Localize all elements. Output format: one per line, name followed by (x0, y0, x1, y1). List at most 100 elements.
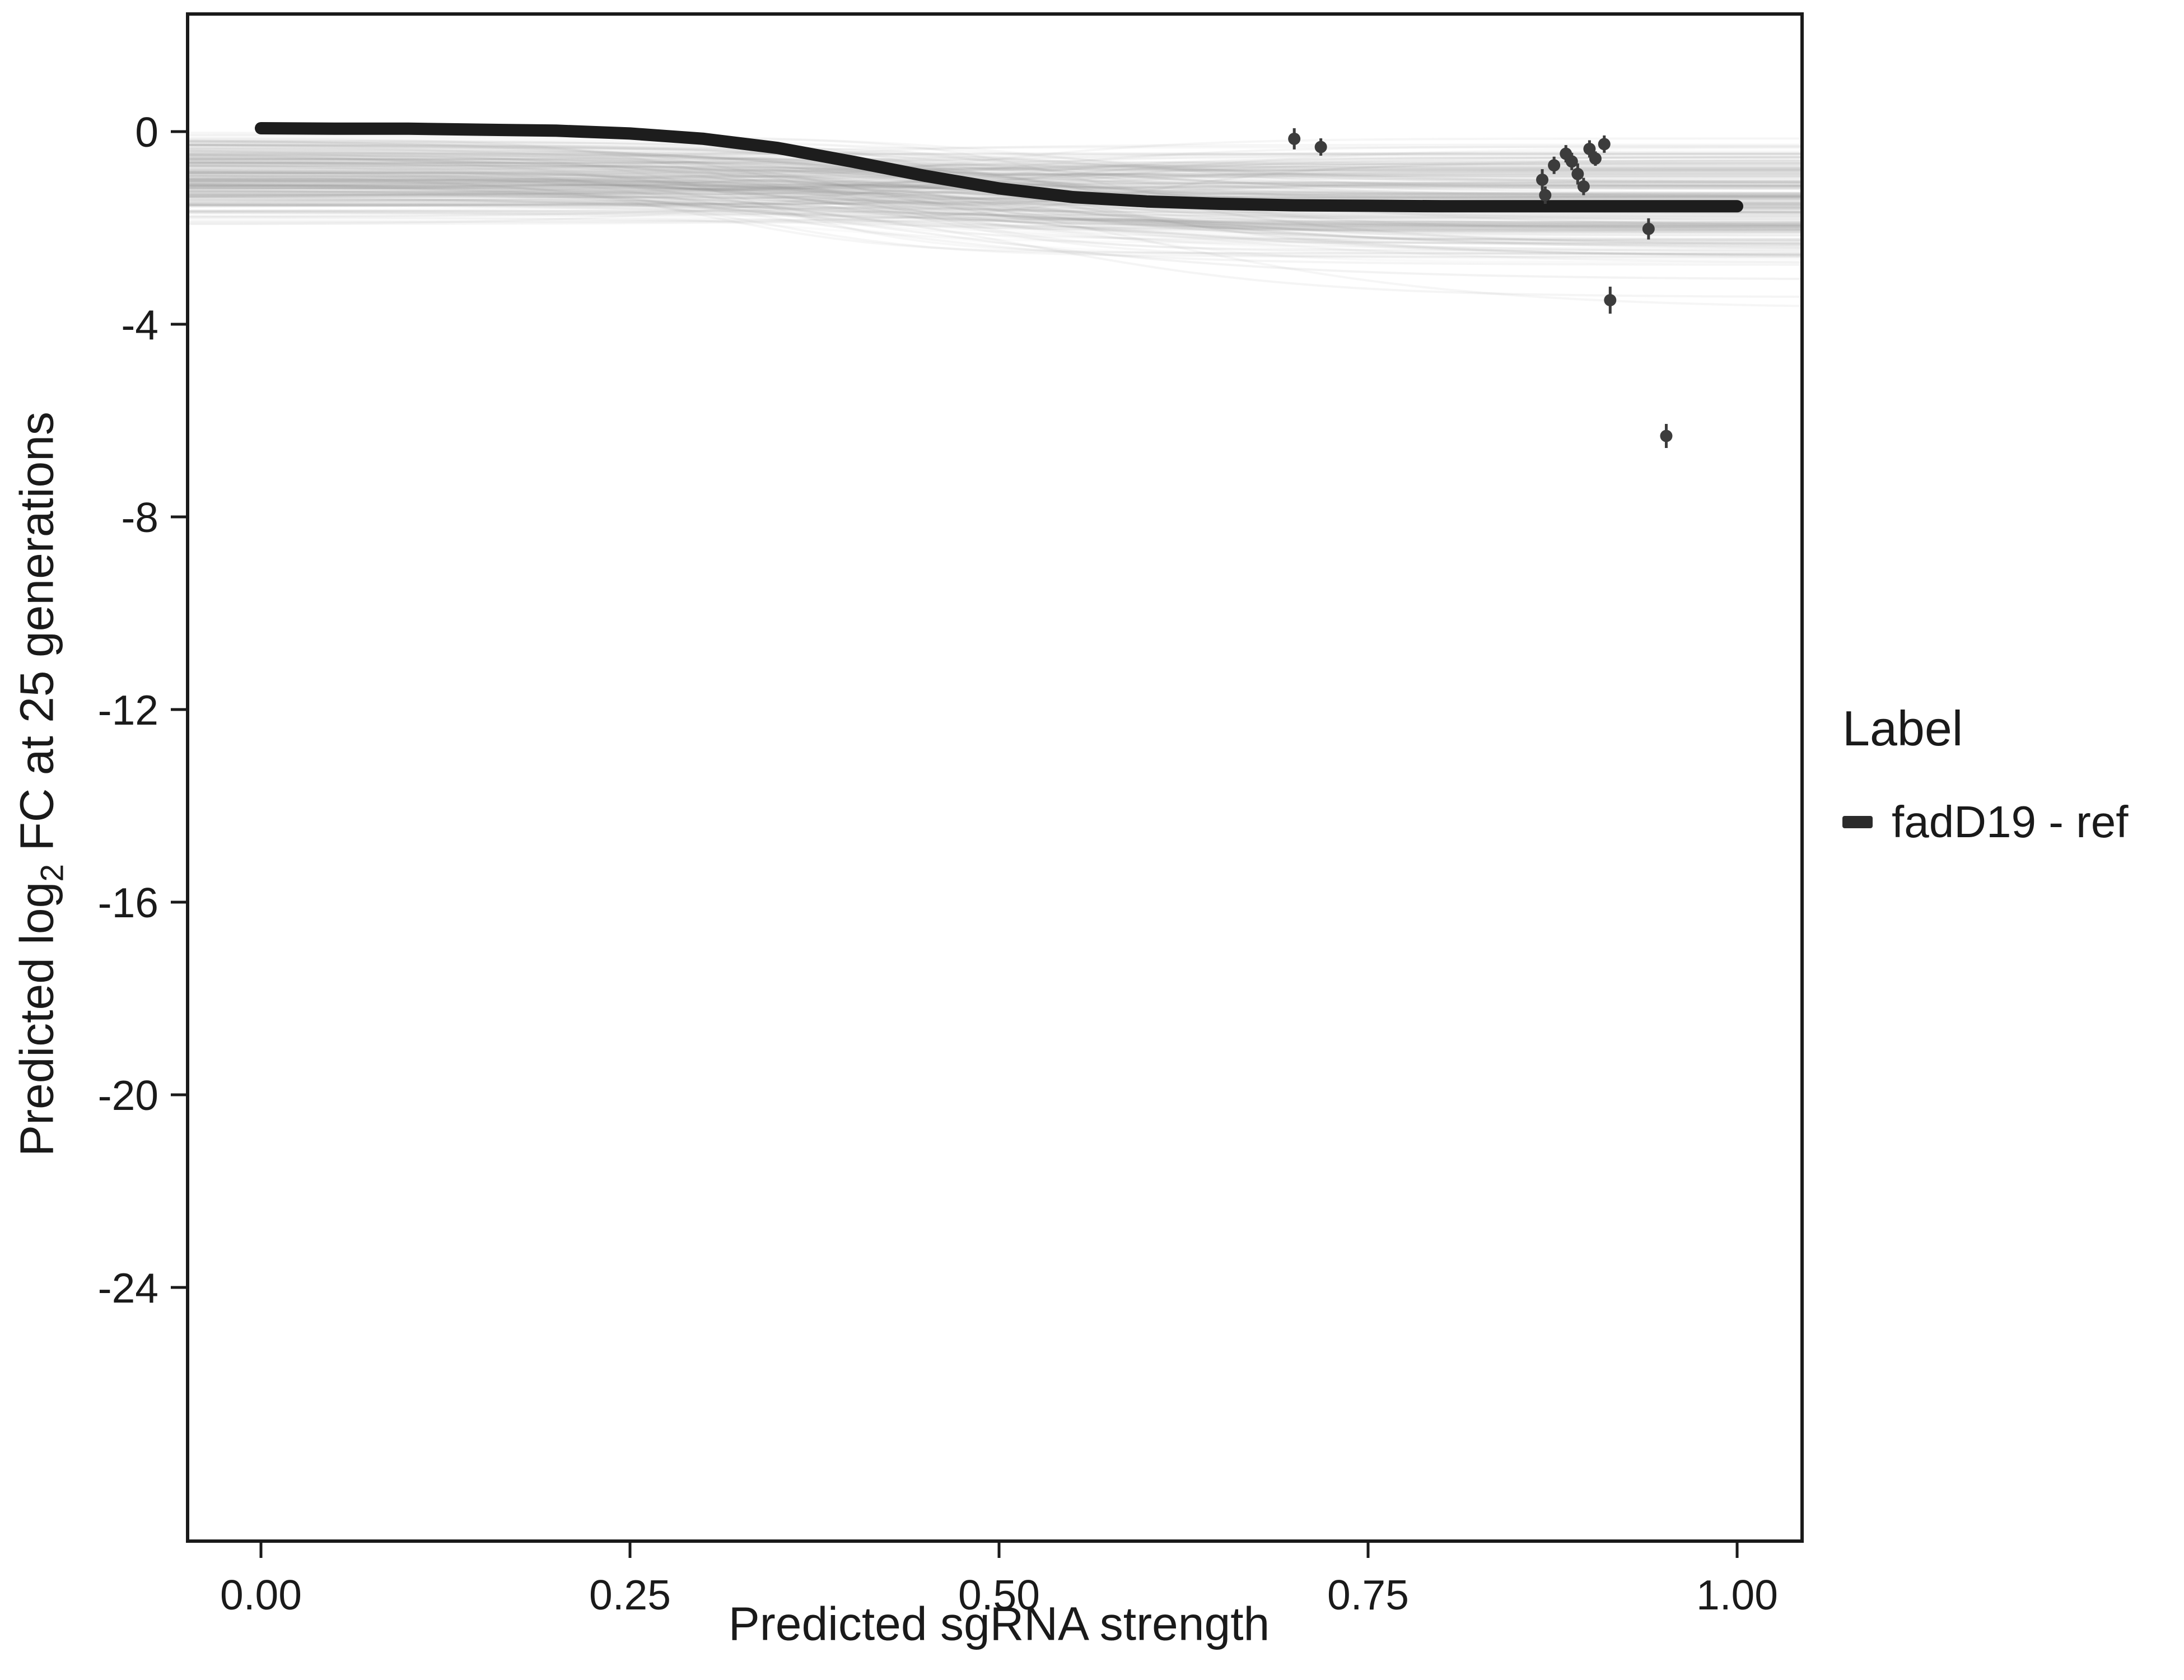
ensemble-curve (188, 203, 1802, 217)
ensemble-curve (188, 139, 1802, 186)
ensemble-curve (188, 150, 1802, 198)
ensemble-curve (188, 195, 1802, 207)
y-tick-label: -24 (98, 1264, 158, 1312)
ensemble-curve (188, 185, 1802, 246)
ensemble-curve (188, 193, 1802, 242)
ensemble-curve (188, 171, 1802, 188)
ensemble-curve (188, 195, 1802, 226)
ensemble-curve (188, 164, 1802, 198)
ensemble-curve (188, 204, 1802, 214)
ensemble-curve (188, 189, 1802, 261)
ensemble-curve (188, 144, 1802, 220)
y-axis-title: Predicted log2 FC at 25 generations (10, 412, 71, 1156)
ensemble-curve (188, 141, 1802, 222)
data-point (1539, 189, 1552, 202)
ensemble-curve (188, 181, 1802, 226)
data-point (1642, 222, 1655, 235)
ensemble-curve (188, 161, 1802, 230)
ensemble-curve (188, 153, 1802, 165)
ensemble-curve (188, 166, 1802, 178)
ensemble-curve (188, 183, 1802, 216)
legend-item-fadD19-ref: fadD19 - ref (1842, 796, 2128, 848)
y-tick-label: 0 (135, 109, 158, 156)
ensemble-curve (188, 186, 1802, 241)
ensemble-curve (188, 162, 1802, 188)
y-tick-label: -8 (121, 494, 158, 541)
ensemble-curve (188, 165, 1802, 172)
y-tick-label: -4 (121, 301, 158, 348)
x-axis-title: Predicted sgRNA strength (728, 1597, 1270, 1650)
x-tick-label: 0.50 (958, 1571, 1040, 1618)
ensemble-curve (188, 168, 1802, 193)
ensemble-curve (188, 196, 1802, 201)
ensemble-curve (188, 203, 1802, 227)
ensemble-curve (188, 146, 1802, 188)
ensemble-curve (188, 157, 1802, 198)
ensemble-curve (188, 216, 1802, 237)
ensemble-curve (188, 165, 1802, 174)
ensemble-curve (188, 157, 1802, 171)
ensemble-curve (188, 155, 1802, 231)
data-point (1577, 180, 1590, 193)
data-point (1288, 132, 1301, 145)
ensemble-curve (188, 160, 1802, 178)
ensemble-curve (188, 167, 1802, 193)
ensemble-curve (188, 149, 1802, 232)
ensemble-curve (188, 174, 1802, 224)
ensemble-curve (188, 147, 1802, 184)
ensemble-curve (188, 140, 1802, 183)
ensemble-curve (188, 183, 1802, 280)
ensemble-curve (188, 143, 1802, 190)
ensemble-curve (188, 180, 1802, 207)
ensemble-curve (188, 159, 1802, 197)
ensemble-curve (188, 211, 1802, 223)
y-axis-title-part2: FC at 25 generations (10, 412, 63, 864)
ensemble-curve (188, 192, 1802, 217)
data-point (1571, 167, 1584, 180)
y-axis-title-subscript: 2 (34, 864, 71, 882)
ensemble-curve (188, 147, 1802, 169)
data-point (1548, 159, 1561, 172)
ensemble-curve (188, 158, 1802, 241)
x-tick-label: 0.00 (220, 1571, 302, 1618)
ensemble-curve (188, 169, 1802, 242)
ensemble-curve (188, 153, 1802, 255)
ensemble-curve (188, 149, 1802, 189)
ensemble-curve (188, 165, 1802, 174)
ensemble-curve (188, 173, 1802, 176)
ensemble-curve (188, 195, 1802, 213)
ensemble-curve (188, 156, 1802, 195)
y-tick-label: -16 (98, 879, 158, 926)
x-tick-label: 1.00 (1696, 1571, 1778, 1618)
ensemble-curve (188, 150, 1802, 197)
ensemble-curve (188, 178, 1802, 250)
ensemble-curve (188, 173, 1802, 248)
ensemble-curve (188, 144, 1802, 188)
ensemble-curve (188, 172, 1802, 189)
legend-item-label: fadD19 - ref (1892, 797, 2129, 847)
x-tick-label: 0.75 (1327, 1571, 1409, 1618)
ensemble-curve (188, 209, 1802, 234)
ensemble-curve (188, 185, 1802, 256)
ensemble-curve (188, 187, 1802, 232)
ensemble-curve (188, 164, 1802, 245)
ensemble-curve (188, 158, 1802, 169)
ensemble-curve (188, 204, 1802, 228)
ensemble-curve (188, 150, 1802, 184)
ensemble-curve (188, 171, 1802, 176)
ensemble-curve (188, 170, 1802, 187)
ensemble-curve (188, 145, 1802, 193)
ensemble-curve (188, 143, 1802, 181)
ensemble-curve (188, 154, 1802, 228)
ensemble-curve (188, 137, 1802, 181)
data-point (1314, 141, 1327, 153)
ensemble-curve (188, 180, 1802, 218)
ensemble-curve (188, 189, 1802, 253)
ensemble-curve (188, 204, 1802, 240)
ensemble-curve (188, 155, 1802, 225)
legend-key-swatch (1842, 816, 1873, 828)
ensemble-curve (188, 141, 1802, 197)
ensemble-curve (188, 151, 1802, 188)
ensemble-curve (188, 196, 1802, 224)
